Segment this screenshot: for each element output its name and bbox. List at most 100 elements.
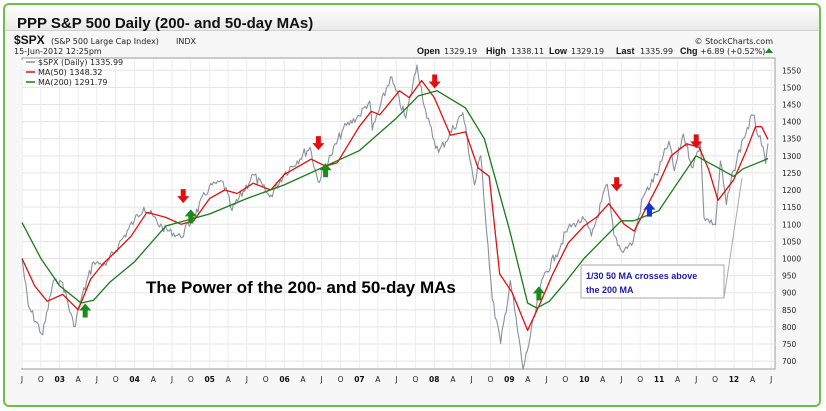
chg-label: Chg	[680, 46, 698, 56]
exchange-label: INDX	[176, 37, 197, 46]
legend-item-price: $SPX (Daily) 1335.99	[38, 58, 123, 67]
y-tick-label: 1300	[782, 152, 801, 161]
x-tick-label: O	[188, 375, 194, 384]
last-label: Last	[616, 46, 635, 56]
callout-line-1: 1/30 50 MA crosses above	[586, 271, 697, 281]
x-tick-label: J	[619, 375, 622, 384]
x-tick-label: O	[38, 375, 44, 384]
x-tick-label: 03	[55, 375, 65, 384]
y-tick-label: 1450	[782, 100, 801, 109]
callout-box	[580, 264, 725, 299]
arrow-up-icon	[79, 303, 92, 318]
x-tick-label: J	[394, 375, 397, 384]
x-tick-label: A	[226, 375, 232, 384]
x-tick-label: J	[245, 375, 248, 384]
x-tick-label: 11	[654, 375, 664, 384]
x-tick-label: 10	[579, 375, 589, 384]
x-tick-label: J	[769, 375, 772, 384]
last-value: 1335.99	[640, 47, 673, 56]
headline-annotation: The Power of the 200- and 50-day MAs	[146, 278, 456, 297]
legend: $SPX (Daily) 1335.99 MA(50) 1348.32 MA(2…	[26, 58, 123, 87]
title-bar: PPP S&P 500 Daily (200- and 50-day MAs)	[5, 5, 819, 32]
x-tick-label: A	[525, 375, 531, 384]
x-tick-label: 08	[429, 375, 439, 384]
x-tick-label: 04	[129, 375, 139, 384]
arrow-down-icon	[428, 74, 441, 89]
x-tick-label: O	[488, 375, 494, 384]
open-value: 1329.19	[444, 47, 477, 56]
arrow-up-icon	[184, 209, 197, 224]
x-tick-label: O	[637, 375, 643, 384]
up-triangle-icon	[765, 48, 773, 53]
open-label: Open	[417, 46, 440, 56]
y-tick-label: 1400	[782, 118, 801, 127]
x-tick-label: A	[151, 375, 157, 384]
x-tick-label: O	[263, 375, 269, 384]
arrow-down-icon	[177, 189, 190, 204]
y-tick-label: 1350	[782, 135, 801, 144]
x-tick-label: J	[544, 375, 547, 384]
high-value: 1338.11	[511, 47, 544, 56]
signal-layer	[79, 74, 703, 318]
x-tick-label: 06	[279, 375, 289, 384]
y-tick-label: 700	[782, 357, 797, 366]
low-label: Low	[549, 46, 568, 56]
crossover-callout: 1/30 50 MA crosses above the 200 MA	[580, 177, 743, 299]
arrow-up-icon	[532, 286, 545, 301]
x-tick-label: 12	[729, 375, 739, 384]
high-label: High	[486, 46, 506, 56]
legend-item-ma200: MA(200) 1291.79	[38, 78, 108, 87]
x-tick-label: O	[338, 375, 344, 384]
x-tick-label: A	[750, 375, 756, 384]
y-tick-label: 1550	[782, 66, 801, 75]
index-name: (S&P 500 Large Cap Index)	[51, 37, 159, 46]
x-tick-label: A	[300, 375, 306, 384]
x-tick-label: A	[375, 375, 381, 384]
y-tick-label: 800	[782, 323, 797, 332]
chg-value: +6.89 (+0.52%)	[700, 47, 765, 56]
x-tick-label: 09	[504, 375, 514, 384]
series-layer	[21, 64, 769, 370]
callout-pointer	[723, 177, 743, 299]
y-tick-label: 950	[782, 272, 797, 281]
x-tick-label: A	[600, 375, 606, 384]
price-series-line	[21, 64, 769, 370]
low-value: 1329.19	[571, 47, 604, 56]
y-tick-label: 1200	[782, 186, 801, 195]
credit-label: © StockCharts.com	[695, 37, 774, 46]
grid-layer	[21, 60, 775, 368]
x-tick-label: O	[562, 375, 568, 384]
y-tick-label: 1050	[782, 237, 801, 246]
x-tick-label: A	[76, 375, 82, 384]
x-tick-label: J	[95, 375, 98, 384]
x-tick-label: A	[450, 375, 456, 384]
ma200-series-line	[21, 90, 769, 309]
y-tick-label: 900	[782, 289, 797, 298]
y-tick-label: 1000	[782, 254, 801, 263]
y-axis: 700 750 800 850 900 950 1000 1050 1100 1150 1200 12…	[782, 66, 801, 366]
chart-title: PPP S&P 500 Daily (200- and 50-day MAs)	[17, 15, 314, 32]
x-tick-label: 07	[354, 375, 364, 384]
x-tick-label: J	[320, 375, 323, 384]
arrow-down-icon	[610, 177, 623, 192]
y-tick-label: 850	[782, 306, 797, 315]
x-tick-label: A	[675, 375, 681, 384]
x-tick-label: J	[20, 375, 23, 384]
legend-item-ma50: MA(50) 1348.32	[38, 68, 102, 77]
y-tick-label: 1250	[782, 169, 801, 178]
x-tick-label: O	[113, 375, 119, 384]
y-tick-label: 1100	[782, 220, 801, 229]
y-tick-label: 1500	[782, 83, 801, 92]
x-tick-label: 05	[204, 375, 214, 384]
y-tick-label: 1150	[782, 203, 801, 212]
x-tick-label: O	[712, 375, 718, 384]
arrow-down-icon	[690, 134, 703, 149]
x-axis: J O 03 A J O 04 A J O 05 A J O 06 A J O 07 A J O 08 A J O 09 A J O 10 A…	[20, 375, 773, 384]
x-tick-label: J	[470, 375, 473, 384]
arrow-up-icon	[643, 202, 656, 217]
x-tick-label: J	[694, 375, 697, 384]
x-tick-label: O	[412, 375, 418, 384]
x-tick-label: J	[170, 375, 173, 384]
timestamp-label: 15-Jun-2012 12:25pm	[14, 47, 102, 56]
